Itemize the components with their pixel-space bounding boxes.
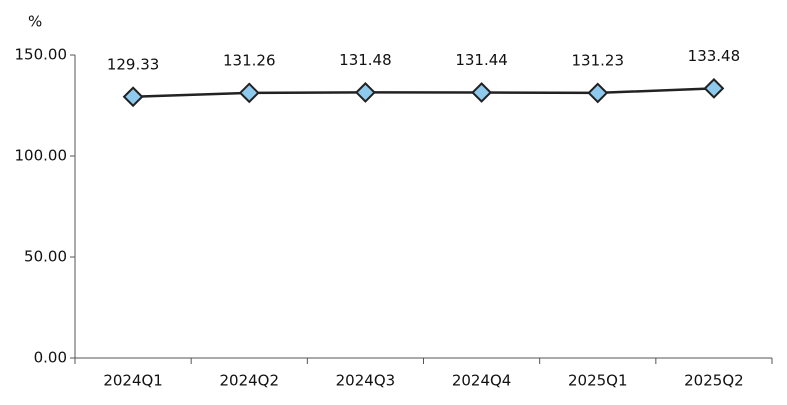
y-axis-label: % [28, 13, 42, 31]
y-tick-label: 150.00 [15, 46, 68, 64]
x-tick-label: 2024Q4 [452, 372, 512, 390]
data-label: 131.44 [455, 51, 508, 69]
series-line [133, 87, 714, 99]
data-label: 131.26 [223, 51, 276, 69]
data-label: 129.33 [107, 55, 160, 73]
data-label: 131.23 [572, 51, 625, 69]
y-tick-label: 50.00 [24, 248, 67, 266]
marker [471, 82, 492, 103]
marker [587, 82, 609, 104]
y-tick-label: 100.00 [15, 147, 68, 165]
y-tick-label: 0.00 [34, 349, 67, 367]
x-tick-label: 2025Q2 [684, 372, 744, 390]
marker [355, 81, 376, 103]
x-tick-label: 2024Q3 [336, 372, 396, 390]
x-tick-label: 2025Q1 [568, 372, 628, 390]
x-tick-label: 2024Q2 [219, 372, 279, 390]
x-tick-label: 2024Q1 [103, 372, 163, 390]
marker [238, 82, 260, 104]
data-label: 133.48 [688, 47, 741, 65]
marker [122, 86, 144, 108]
marker [703, 77, 725, 99]
data-label: 131.48 [339, 51, 392, 69]
